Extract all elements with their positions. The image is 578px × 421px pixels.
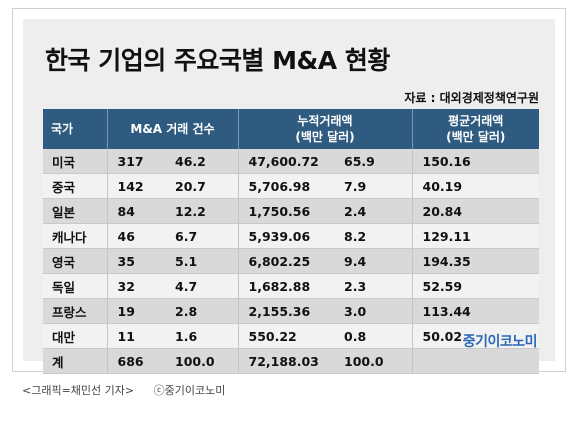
cell-deals: 142 bbox=[106, 173, 165, 199]
cell-deals-pct: 5.1 bbox=[165, 248, 238, 274]
cell-deals-pct: 2.8 bbox=[165, 298, 238, 324]
cell-avg: 40.19 bbox=[411, 173, 539, 199]
cell-country: 일본 bbox=[43, 198, 107, 224]
infographic-title: 한국 기업의 주요국별 M&A 현황 bbox=[45, 46, 390, 75]
header-country: 국가 bbox=[43, 109, 108, 149]
table-header-row: 국가 M&A 거래 건수 누적거래액 (백만 달러) 평균거래액 (백만 달러) bbox=[43, 109, 539, 149]
table-row: 영국 35 5.1 6,802.25 9.4 194.35 bbox=[43, 248, 539, 274]
cell-deals-pct: 46.2 bbox=[165, 149, 238, 174]
cell-country: 프랑스 bbox=[43, 298, 107, 324]
cell-deals: 317 bbox=[106, 149, 165, 174]
caption: <그래픽=채민선 기자> ⓒ중기이코노미 bbox=[22, 382, 241, 398]
table-row: 프랑스 19 2.8 2,155.36 3.0 113.44 bbox=[43, 298, 539, 324]
cell-deals-pct: 1.6 bbox=[165, 323, 238, 349]
cell-avg: 113.44 bbox=[411, 298, 539, 324]
table-row: 계 686 100.0 72,188.03 100.0 bbox=[43, 348, 539, 374]
cell-deals-pct: 6.7 bbox=[165, 223, 238, 249]
cell-country: 계 bbox=[43, 348, 107, 374]
cell-amount: 2,155.36 bbox=[237, 298, 334, 324]
infographic-panel: 한국 기업의 주요국별 M&A 현황 자료 : 대외경제정책연구원 국가 M&A… bbox=[23, 19, 555, 374]
cell-avg: 150.16 bbox=[411, 149, 539, 174]
cell-avg: 52.59 bbox=[411, 273, 539, 299]
table-row: 중국 142 20.7 5,706.98 7.9 40.19 bbox=[43, 173, 539, 199]
cell-avg: 194.35 bbox=[411, 248, 539, 274]
cell-deals: 19 bbox=[106, 298, 165, 324]
table-body: 미국 317 46.2 47,600.72 65.9 150.16 중국 142 20.7 5,7… bbox=[43, 149, 539, 374]
cell-amount-pct: 8.2 bbox=[334, 223, 412, 249]
cell-deals: 46 bbox=[106, 223, 165, 249]
cell-country: 캐나다 bbox=[43, 223, 107, 249]
brand-logo: 중기이코노미 bbox=[462, 334, 538, 350]
cell-country: 독일 bbox=[43, 273, 107, 299]
cell-amount-pct: 3.0 bbox=[334, 298, 412, 324]
table-row: 캐나다 46 6.7 5,939.06 8.2 129.11 bbox=[43, 223, 539, 249]
cell-amount: 1,682.88 bbox=[237, 273, 334, 299]
cell-amount-pct: 2.4 bbox=[334, 198, 412, 224]
cell-avg bbox=[411, 348, 539, 374]
table-row: 일본 84 12.2 1,750.56 2.4 20.84 bbox=[43, 198, 539, 224]
table-row: 독일 32 4.7 1,682.88 2.3 52.59 bbox=[43, 273, 539, 299]
cell-deals-pct: 4.7 bbox=[165, 273, 238, 299]
cell-amount-pct: 0.8 bbox=[334, 323, 412, 349]
cell-deals-pct: 20.7 bbox=[165, 173, 238, 199]
caption-credit: <그래픽=채민선 기자> bbox=[22, 384, 135, 397]
cell-country: 미국 bbox=[43, 149, 107, 174]
cell-amount: 72,188.03 bbox=[237, 348, 334, 374]
cell-amount: 6,802.25 bbox=[237, 248, 334, 274]
cell-amount-pct: 2.3 bbox=[334, 273, 412, 299]
cell-avg: 50.02 bbox=[411, 323, 539, 349]
cell-amount-pct: 65.9 bbox=[334, 149, 412, 174]
cell-amount-pct: 9.4 bbox=[334, 248, 412, 274]
cell-deals-pct: 12.2 bbox=[165, 198, 238, 224]
source-note: 자료 : 대외경제정책연구원 bbox=[404, 91, 539, 105]
cell-amount: 5,706.98 bbox=[237, 173, 334, 199]
cell-amount: 1,750.56 bbox=[237, 198, 334, 224]
cell-amount-pct: 100.0 bbox=[334, 348, 412, 374]
cell-country: 영국 bbox=[43, 248, 107, 274]
cell-deals: 686 bbox=[106, 348, 165, 374]
caption-copyright: ⓒ중기이코노미 bbox=[153, 384, 226, 397]
header-cumulative: 누적거래액 (백만 달러) bbox=[238, 109, 413, 149]
cell-amount-pct: 7.9 bbox=[334, 173, 412, 199]
header-deals: M&A 거래 건수 bbox=[107, 109, 239, 149]
table-row: 미국 317 46.2 47,600.72 65.9 150.16 bbox=[43, 149, 539, 174]
cell-avg: 20.84 bbox=[411, 198, 539, 224]
cell-deals: 32 bbox=[106, 273, 165, 299]
header-average: 평균거래액 (백만 달러) bbox=[412, 109, 539, 149]
cell-country: 대만 bbox=[43, 323, 107, 349]
cell-amount: 5,939.06 bbox=[237, 223, 334, 249]
cell-avg: 129.11 bbox=[411, 223, 539, 249]
cell-amount: 47,600.72 bbox=[237, 149, 334, 174]
table-row: 대만 11 1.6 550.22 0.8 50.02 bbox=[43, 323, 539, 349]
cell-country: 중국 bbox=[43, 173, 107, 199]
cell-deals-pct: 100.0 bbox=[165, 348, 238, 374]
cell-deals: 84 bbox=[106, 198, 165, 224]
cell-amount: 550.22 bbox=[237, 323, 334, 349]
ma-table: 국가 M&A 거래 건수 누적거래액 (백만 달러) 평균거래액 (백만 달러) 미… bbox=[43, 109, 539, 374]
cell-deals: 11 bbox=[106, 323, 165, 349]
graphic-frame: 한국 기업의 주요국별 M&A 현황 자료 : 대외경제정책연구원 국가 M&A… bbox=[12, 8, 566, 374]
cell-deals: 35 bbox=[106, 248, 165, 274]
